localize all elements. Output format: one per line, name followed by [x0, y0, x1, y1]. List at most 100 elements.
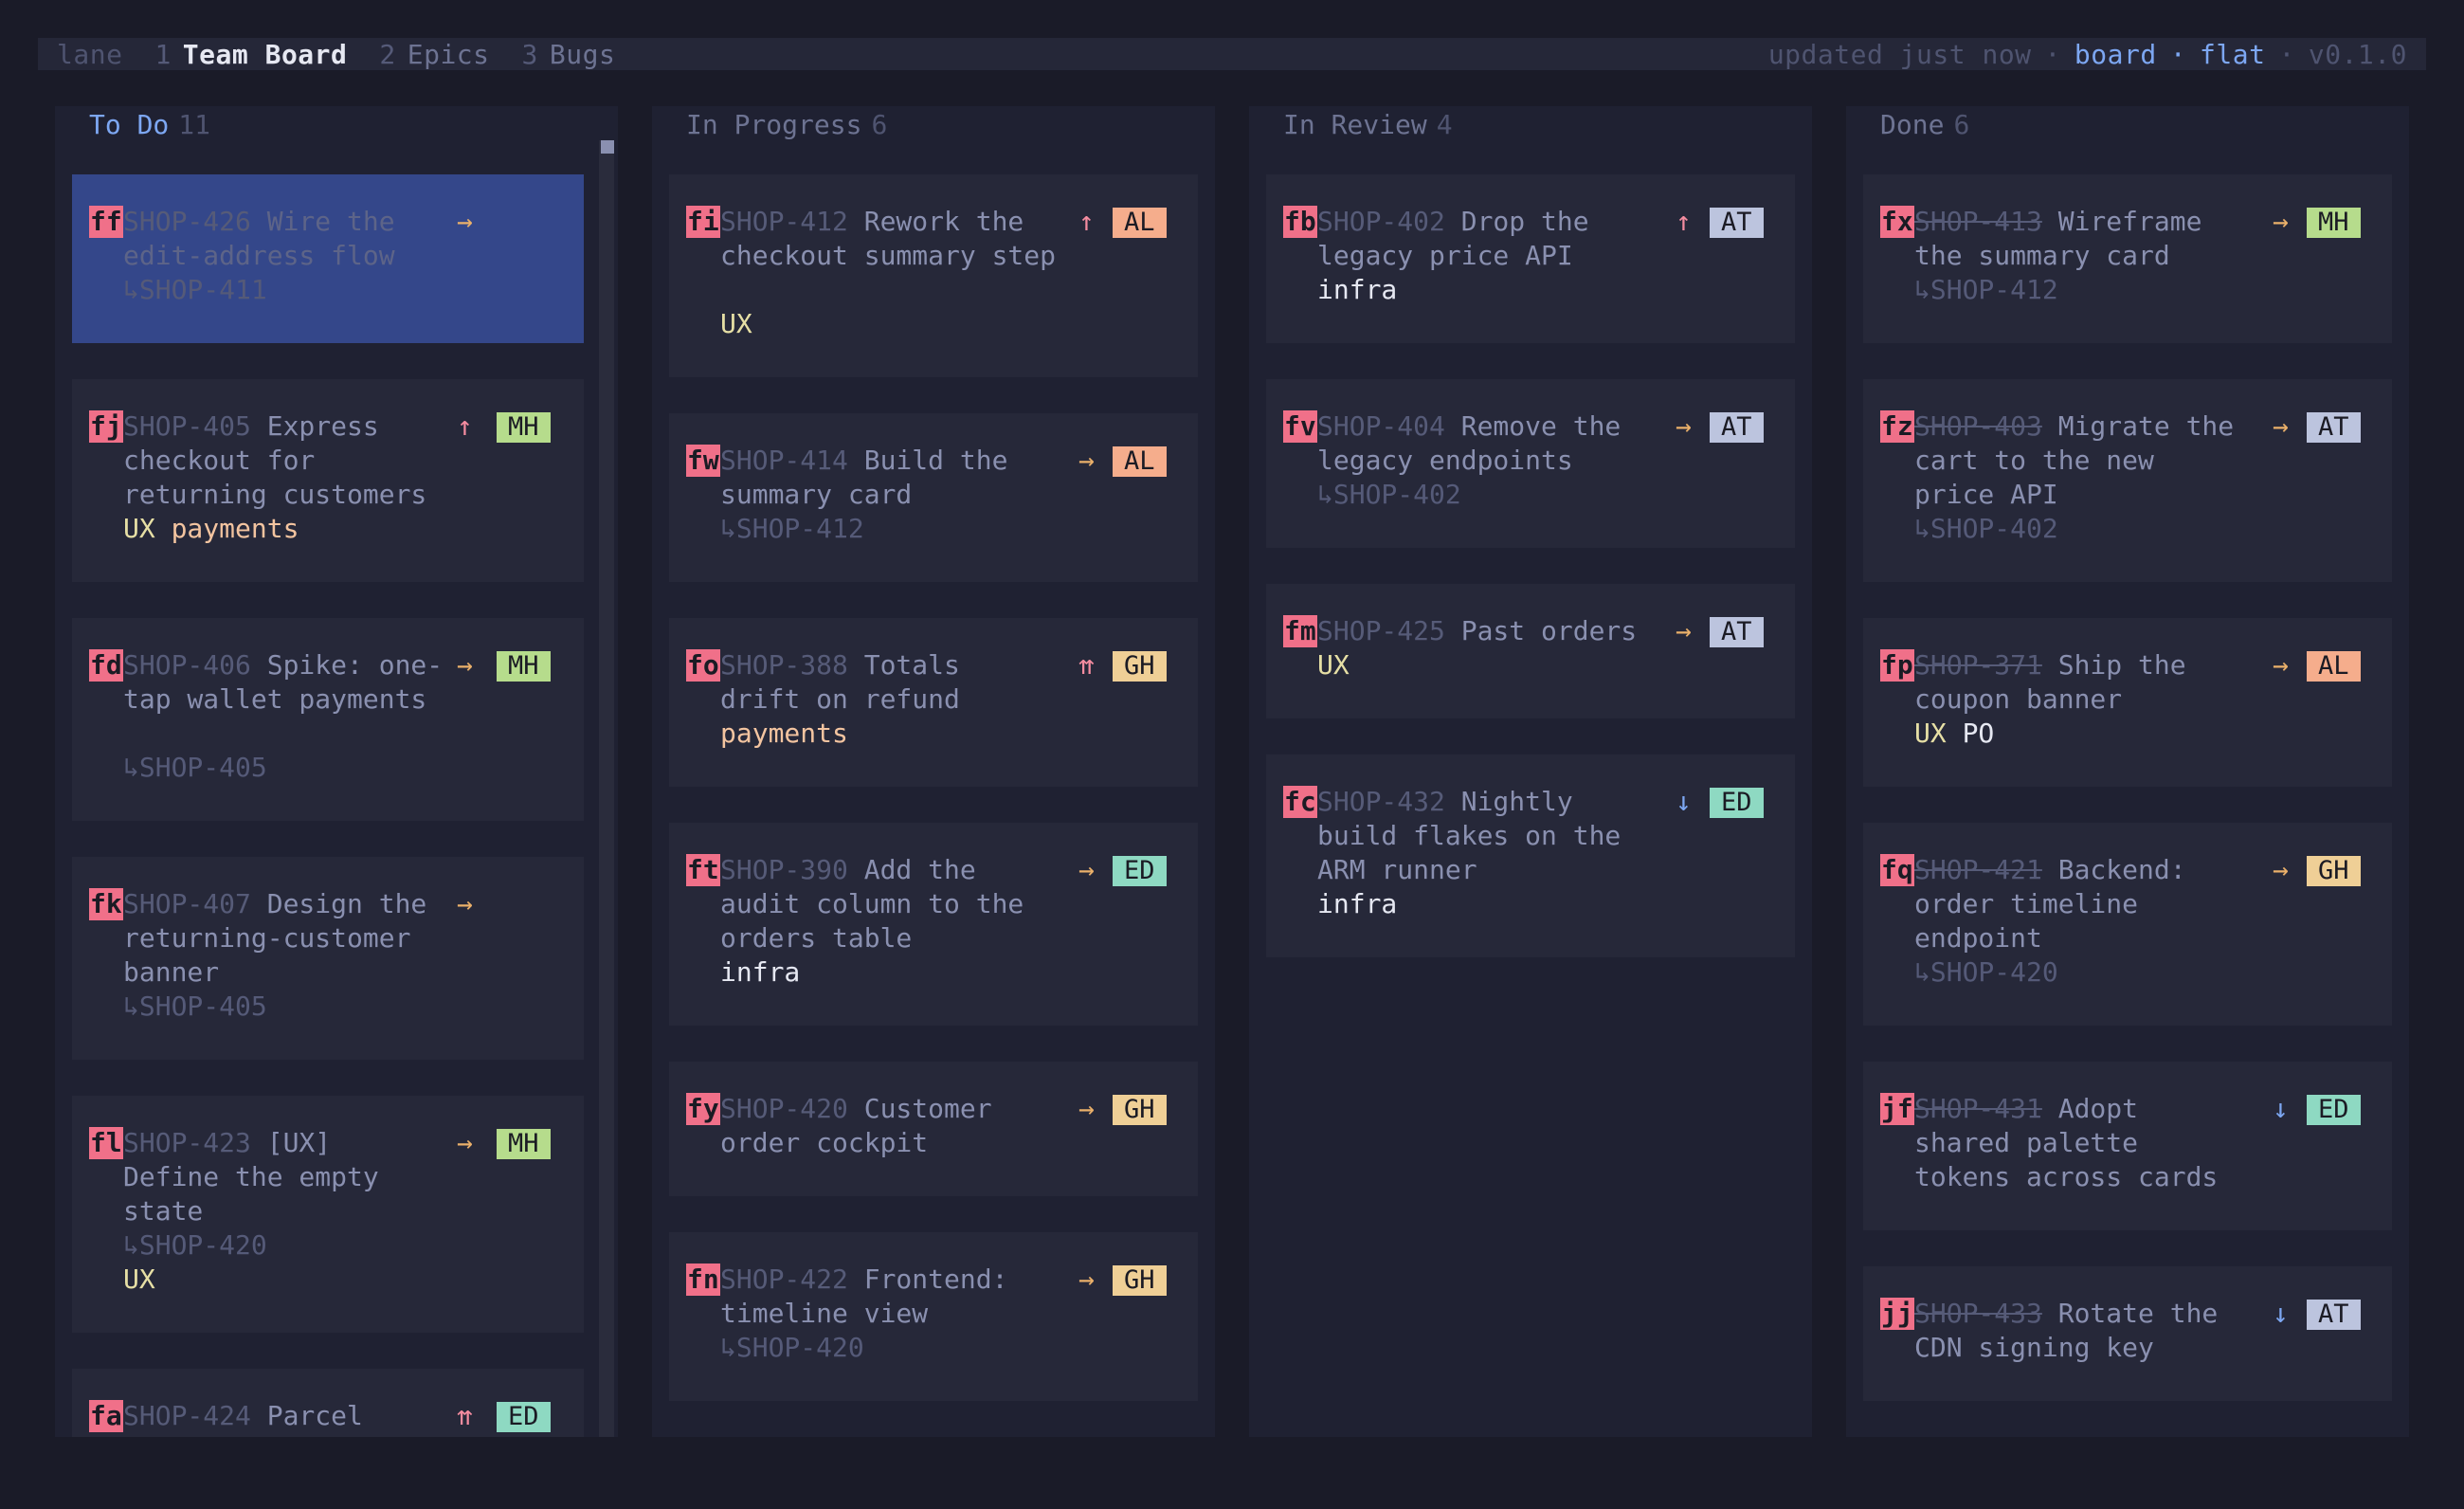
parent-link[interactable]: ↳SHOP-402 [1317, 479, 1461, 510]
parent-link[interactable]: ↳SHOP-405 [123, 752, 267, 783]
jump-hint: fp [1880, 649, 1914, 682]
card-title: SHOP-413 Wireframe [1914, 206, 2202, 237]
card-id: SHOP-424 [123, 1400, 251, 1431]
assignee-badge: MH [497, 412, 551, 443]
card[interactable]: fo SHOP-388 Totals ⇈ GH drift on refund pay… [669, 618, 1198, 787]
card[interactable]: fy SHOP-420 Customer → GH order cockpit [669, 1062, 1198, 1196]
card-tags: UX payments [123, 512, 299, 546]
jump-hint: fd [89, 649, 123, 682]
card-title: SHOP-420 Customer [720, 1093, 992, 1124]
card-tags: UX PO [1914, 717, 1994, 751]
tag: UX [1914, 718, 1947, 749]
parent-link[interactable]: ↳SHOP-412 [1914, 274, 2058, 305]
card[interactable]: fj SHOP-405 Express ↑ MH checkout for retur… [72, 379, 584, 582]
mode-flat[interactable]: flat [2200, 38, 2266, 70]
card[interactable]: fq SHOP-421 Backend: → GH order timeline en… [1863, 823, 2392, 1026]
card[interactable]: fc SHOP-432 Nightly ↓ ED build flakes on th… [1266, 754, 1795, 957]
card-title: state [123, 1195, 204, 1227]
card-title: SHOP-422 Frontend: [720, 1264, 1008, 1295]
tab-3-num: 3 [521, 38, 538, 70]
parent-link[interactable]: ↳SHOP-412 [720, 513, 864, 544]
card-title: shared palette [1914, 1127, 2139, 1158]
tab-bugs[interactable]: Bugs [549, 38, 616, 70]
priority-icon: → [1078, 445, 1095, 476]
card[interactable]: fi SHOP-412 Rework the ↑ AL checkout summar… [669, 174, 1198, 377]
parent-link[interactable]: ↳SHOP-411 [123, 274, 267, 305]
column-count: 11 [178, 109, 211, 140]
assignee-badge: ED [1710, 788, 1764, 818]
card[interactable]: ft SHOP-390 Add the → ED audit column to th… [669, 823, 1198, 1026]
top-bar: lane 1 Team Board 2 Epics 3 Bugs updated… [38, 38, 2426, 70]
assignee-badge: ED [497, 1402, 551, 1432]
card[interactable]: fx SHOP-413 Wireframe → MH the summary card… [1863, 174, 2392, 343]
priority-down-icon: ↓ [1676, 786, 1692, 817]
parent-link[interactable]: ↳SHOP-420 [720, 1332, 864, 1363]
card-title: legacy endpoints [1317, 445, 1573, 476]
parent-link[interactable]: ↳SHOP-420 [1914, 956, 2058, 988]
update-status: updated just now [1767, 38, 2032, 70]
parent-link[interactable]: ↳SHOP-405 [123, 991, 267, 1022]
tab-team-board[interactable]: Team Board [182, 38, 348, 70]
tag: payments [171, 513, 299, 544]
card-id: SHOP-413 [1914, 206, 2042, 237]
assignee-badge: ED [2307, 1095, 2361, 1125]
card[interactable]: fv SHOP-404 Remove the → AT legacy endpoint… [1266, 379, 1795, 548]
priority-urgent-icon: ⇈ [1078, 649, 1095, 681]
column-title: In Review [1283, 109, 1427, 140]
card[interactable]: fw SHOP-414 Build the → AL summary card ↳SH… [669, 413, 1198, 582]
card[interactable]: jj SHOP-433 Rotate the ↓ AT CDN signing key [1863, 1266, 2392, 1401]
card-title: the summary card [1914, 240, 2170, 271]
card[interactable]: fp SHOP-371 Ship the → AL coupon banner UX … [1863, 618, 2392, 787]
scroll-thumb[interactable] [601, 140, 614, 154]
jump-hint: fq [1880, 854, 1914, 886]
card-title: cart to the new [1914, 445, 2154, 476]
card[interactable]: fl SHOP-423 [UX] → MH Define the empty stat… [72, 1096, 584, 1333]
card-selected[interactable]: ff SHOP-426 Wire the → edit-address flow ↳… [72, 174, 584, 343]
card[interactable]: fd SHOP-406 Spike: one- → MH tap wallet pay… [72, 618, 584, 821]
parent-link[interactable]: ↳SHOP-420 [123, 1229, 267, 1261]
column-count: 6 [1953, 109, 1970, 140]
priority-icon: → [1078, 1264, 1095, 1295]
tab-epics[interactable]: Epics [407, 38, 490, 70]
card[interactable]: fk SHOP-407 Design the → returning-custome… [72, 857, 584, 1060]
card[interactable]: fm SHOP-425 Past orders → AT UX [1266, 584, 1795, 718]
assignee-badge: AT [1710, 208, 1764, 238]
card-title: legacy price API [1317, 240, 1573, 271]
jump-hint: fy [686, 1093, 720, 1125]
card[interactable]: fb SHOP-402 Drop the ↑ AT legacy price API … [1266, 174, 1795, 343]
card-title: checkout for [123, 445, 316, 476]
card-id: SHOP-405 [123, 410, 251, 442]
jump-hint: jf [1880, 1093, 1914, 1125]
assignee-badge: MH [2307, 208, 2361, 238]
version-label: v0.1.0 [2308, 38, 2407, 70]
card[interactable]: fz SHOP-403 Migrate the → AT cart to the ne… [1863, 379, 2392, 582]
card-title: SHOP-406 Spike: one- [123, 649, 444, 681]
card[interactable]: fn SHOP-422 Frontend: → GH timeline view ↳S… [669, 1232, 1198, 1401]
card-id: SHOP-432 [1317, 786, 1445, 817]
assignee-badge: MH [497, 1129, 551, 1159]
jump-hint: fm [1283, 615, 1317, 647]
jump-hint: jj [1880, 1298, 1914, 1330]
tab-1-num: 1 [154, 38, 172, 70]
column-header: To Do 11 [89, 106, 210, 144]
tag: payments [720, 718, 848, 749]
jump-hint: fa [89, 1400, 123, 1432]
priority-icon: → [457, 206, 473, 237]
tab-2-num: 2 [379, 38, 396, 70]
column-count: 4 [1436, 109, 1453, 140]
mode-board[interactable]: board [2074, 38, 2157, 70]
tag: infra [720, 956, 801, 988]
scrollbar[interactable] [599, 140, 614, 1437]
card-id: SHOP-403 [1914, 410, 2042, 442]
priority-up-icon: ↑ [1676, 206, 1692, 237]
card[interactable]: jf SHOP-431 Adopt ↓ ED shared palette token… [1863, 1062, 2392, 1230]
card[interactable]: fa SHOP-424 Parcel ⇈ ED [72, 1369, 584, 1437]
assignee-badge: GH [1113, 1095, 1167, 1125]
card-id: SHOP-431 [1914, 1093, 2042, 1124]
parent-link[interactable]: ↳SHOP-402 [1914, 513, 2058, 544]
card-id: SHOP-402 [1317, 206, 1445, 237]
card-id: SHOP-371 [1914, 649, 2042, 681]
card-id: SHOP-426 [123, 206, 251, 237]
card-id: SHOP-423 [123, 1127, 251, 1158]
jump-hint: fv [1283, 410, 1317, 443]
